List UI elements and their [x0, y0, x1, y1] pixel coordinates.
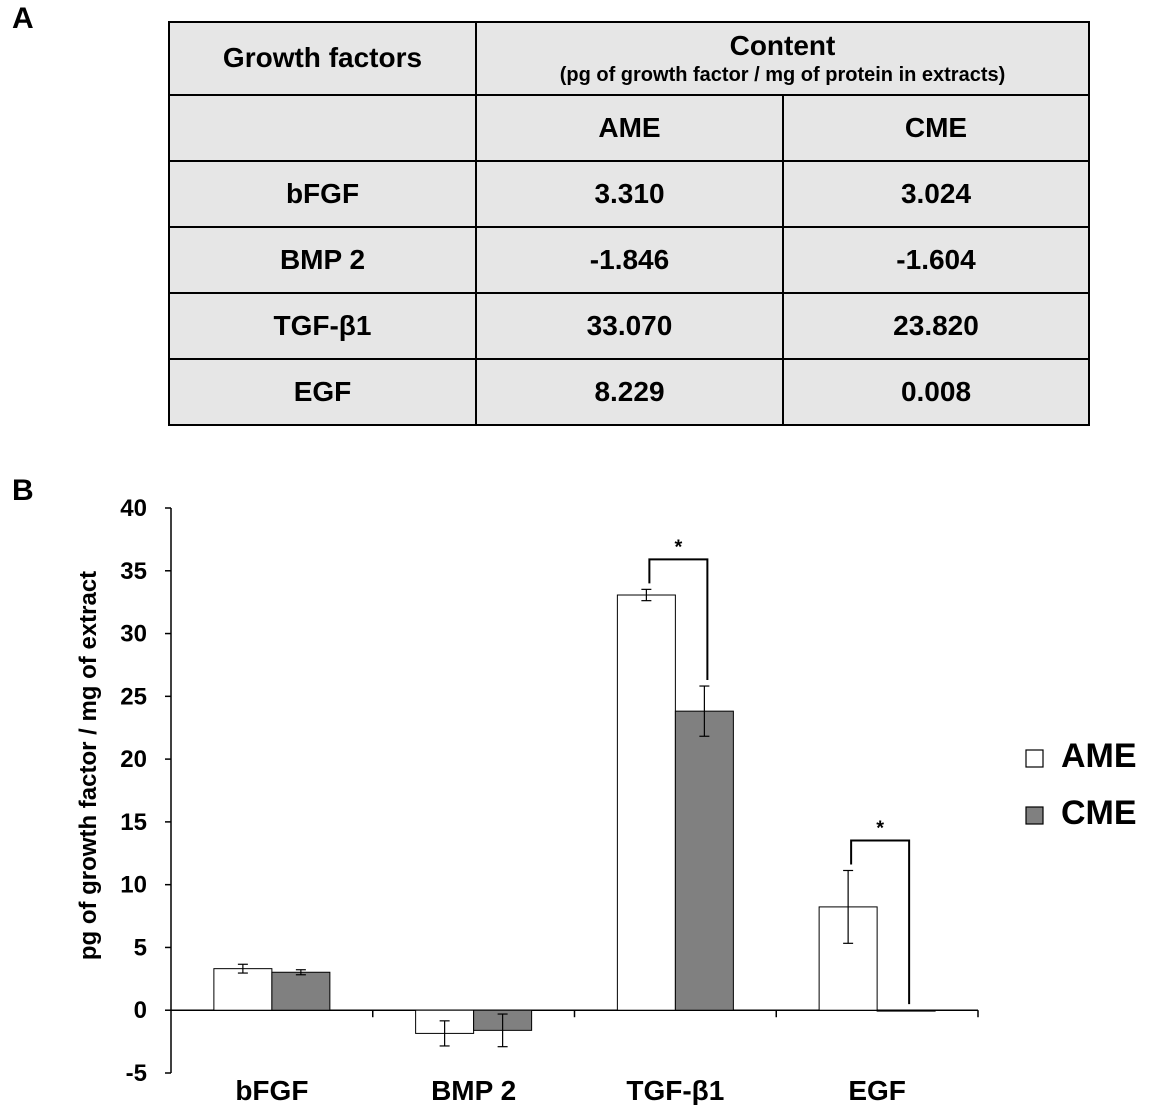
row-cme-value: 3.024 — [782, 160, 1090, 228]
row-ame-value: -1.846 — [475, 226, 784, 294]
bar-cme-2 — [674, 710, 734, 1011]
growth-factor-table: Growth factors Content (pg of growth fac… — [168, 21, 1090, 426]
panel-a-label: A — [12, 2, 34, 35]
significance-marker: * — [876, 817, 884, 839]
row-ame-value: 8.229 — [475, 358, 784, 426]
significance-bracket — [648, 558, 709, 681]
y-tick-label: -5 — [126, 1060, 147, 1087]
panel-b-label: B — [12, 474, 34, 507]
bar-ame-2 — [616, 594, 676, 1011]
y-axis-label: pg of growth factor / mg of extract — [75, 571, 102, 960]
row-cme-value: 0.008 — [782, 358, 1090, 426]
significance-bracket — [850, 839, 911, 1005]
header-ame: AME — [475, 94, 784, 162]
y-tick-label: 40 — [120, 495, 147, 522]
header-cme: CME — [782, 94, 1090, 162]
header-growth-factors: Growth factors — [168, 21, 477, 96]
bar-cme-0 — [271, 971, 331, 1011]
table-row: bFGF 3.310 3.024 — [168, 160, 1090, 228]
y-tick-label: 15 — [120, 809, 147, 836]
legend-label-ame: AME — [1061, 737, 1137, 775]
x-tick-label: bFGF — [235, 1075, 308, 1105]
row-name: EGF — [168, 358, 477, 426]
table-row: TGF-β1 33.070 23.820 — [168, 292, 1090, 360]
legend-swatch-ame — [1025, 749, 1044, 768]
bar-ame-0 — [213, 968, 273, 1011]
header-content-title: Content — [729, 30, 836, 62]
legend-label-cme: CME — [1061, 794, 1137, 832]
y-tick-label: 0 — [134, 997, 147, 1024]
x-tick-label: TGF-β1 — [626, 1075, 724, 1105]
y-tick-label: 30 — [120, 621, 147, 648]
table-row: BMP 2 -1.846 -1.604 — [168, 226, 1090, 294]
row-name: TGF-β1 — [168, 292, 477, 360]
bar-cme-3 — [876, 1009, 936, 1012]
y-tick-label: 35 — [120, 558, 147, 585]
row-name: BMP 2 — [168, 226, 477, 294]
y-tick-label: 5 — [134, 934, 147, 961]
legend-swatch-cme — [1025, 806, 1044, 825]
x-tick-label: EGF — [848, 1075, 906, 1105]
y-tick-label: 10 — [120, 872, 147, 899]
y-tick-label: 25 — [120, 683, 147, 710]
row-ame-value: 33.070 — [475, 292, 784, 360]
header-content: Content (pg of growth factor / mg of pro… — [475, 21, 1090, 96]
row-cme-value: 23.820 — [782, 292, 1090, 360]
row-name: bFGF — [168, 160, 477, 228]
table-row: EGF 8.229 0.008 — [168, 358, 1090, 426]
significance-marker: * — [674, 536, 682, 558]
header-empty-cell — [168, 94, 477, 162]
header-content-subtitle: (pg of growth factor / mg of protein in … — [559, 63, 1006, 86]
row-cme-value: -1.604 — [782, 226, 1090, 294]
y-tick-label: 20 — [120, 746, 147, 773]
bar-chart: -5 0 5 10 15 20 25 30 35 40 bFGF BMP 2 TGF-β1 EGF * * pg… — [75, 495, 1137, 1105]
x-tick-label: BMP 2 — [431, 1075, 516, 1105]
row-ame-value: 3.310 — [475, 160, 784, 228]
